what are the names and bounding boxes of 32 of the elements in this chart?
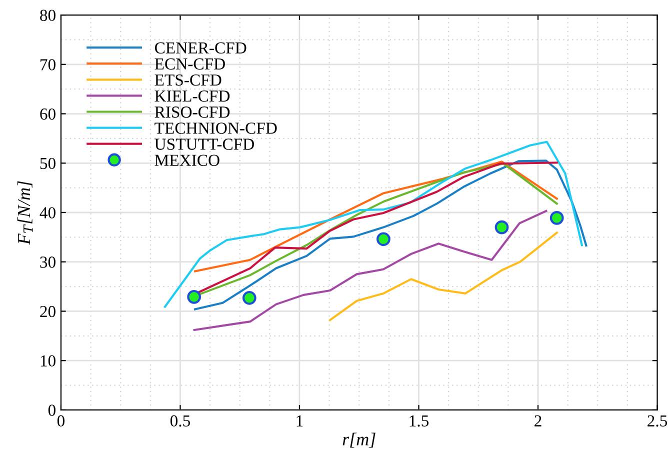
x-tick-label: 2	[534, 415, 542, 426]
x-axis-title: r[m]	[342, 432, 376, 448]
y-axis-title: F$_{T}$[N/m]	[17, 181, 33, 245]
y-tick-label: 20	[40, 306, 56, 318]
y-tick-label: 80	[40, 10, 56, 21]
legend-label: ETS-CFD	[154, 74, 222, 86]
y-tick-label: 10	[40, 355, 56, 367]
y-tick-label: 30	[40, 256, 56, 268]
x-tick-label: 0	[57, 415, 64, 427]
legend-label: RISO-CFD	[154, 106, 230, 118]
y-tick-label: 50	[40, 158, 56, 170]
y-tick-label: 40	[40, 207, 56, 218]
y-tick-label: 70	[40, 59, 56, 70]
x-tick-label: 2.5	[648, 415, 668, 427]
legend-label: ECN-CFD	[154, 58, 225, 70]
legend-label: TECHNION-CFD	[154, 122, 277, 134]
legend-label: USTUTT-CFD	[154, 138, 254, 150]
line-series	[328, 232, 558, 322]
x-tick-label: 0.5	[170, 415, 190, 427]
point	[376, 232, 390, 246]
legend-label: KIEL-CFD	[154, 90, 230, 102]
x-tick-label: 1.5	[410, 415, 429, 427]
x-tick-label: 1	[296, 415, 303, 426]
legend-label: MEXICO	[154, 154, 220, 166]
line-series	[193, 210, 548, 332]
point	[494, 220, 509, 234]
point	[187, 290, 202, 304]
point	[242, 290, 256, 305]
y-tick-label: 0	[48, 404, 56, 416]
point	[550, 210, 564, 225]
y-tick-label: 60	[40, 108, 56, 120]
legend-label: CENER-CFD	[154, 42, 246, 54]
